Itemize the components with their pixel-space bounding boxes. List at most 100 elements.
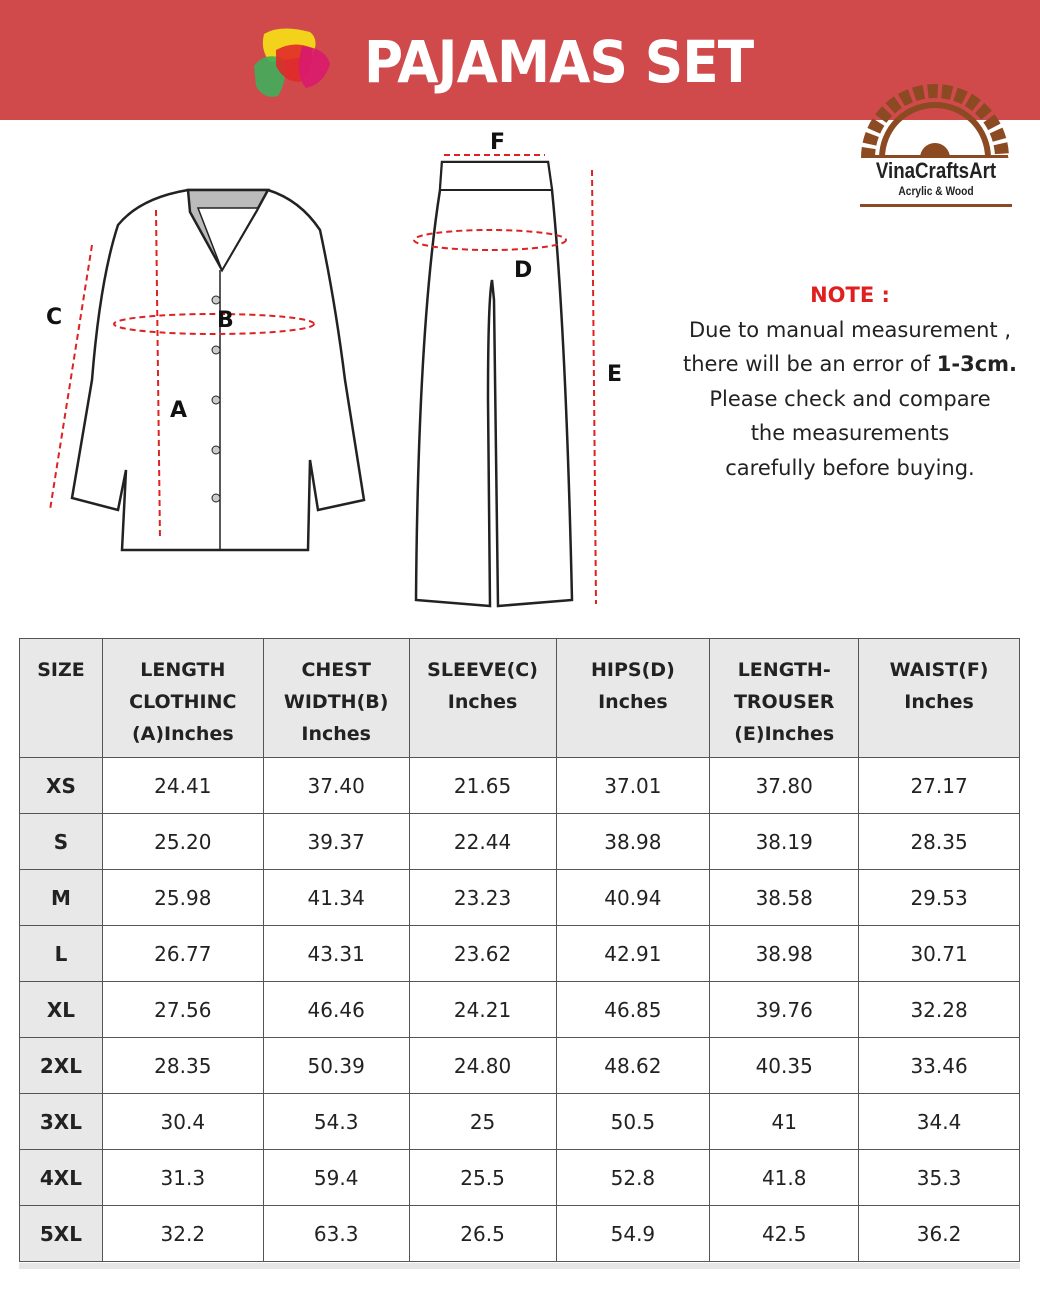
table-shadow [19,1263,1020,1269]
column-header: SLEEVE(C) Inches [408,638,557,758]
label-e: E [607,362,623,387]
garment-diagram [49,154,597,608]
measurement-cell: 33.46 [858,1037,1020,1094]
column-header: WAIST(F) Inches [858,638,1020,758]
table-row: 3XL 30.4 54.3 25 50.5 41 34.4 [19,1093,1020,1150]
measurement-cell: 37.80 [709,757,860,814]
measurement-cell: 50.39 [262,1037,410,1094]
column-header-line: SIZE [37,659,85,681]
measurement-cell: 30.71 [858,925,1020,982]
column-header-line: WAIST(F) [889,659,989,681]
measurement-cell: 43.31 [262,925,410,982]
measurement-cell: 26.5 [408,1205,557,1262]
measurement-cell: 37.01 [555,757,711,814]
column-header: HIPS(D) Inches [555,638,711,758]
measurement-cell: 46.85 [555,981,711,1038]
size-cell: M [19,869,103,926]
header-banner [0,0,1040,120]
brand-underline [860,204,1012,207]
measurement-cell: 46.46 [262,981,410,1038]
measurement-cell: 25 [408,1093,557,1150]
measurement-cell: 42.91 [555,925,711,982]
note-line: there will be an error of 1-3cm. [680,347,1020,382]
measurement-cell: 39.76 [709,981,860,1038]
table-row: S 25.20 39.37 22.44 38.98 38.19 28.35 [19,813,1020,870]
measurement-cell: 40.35 [709,1037,860,1094]
note-text: there will be an error of [682,352,937,377]
measurement-cell: 22.44 [408,813,557,870]
measurement-cell: 24.21 [408,981,557,1038]
column-header: SIZE [19,638,103,758]
measurement-cell: 26.77 [101,925,264,982]
note-error-range: 1-3cm. [936,352,1018,377]
size-cell: S [19,813,103,870]
size-cell: 3XL [19,1093,103,1150]
size-cell: L [19,925,103,982]
size-table: SIZE LENGTH CLOTHINC (A)Inches CHEST WIDTH(B)… [19,638,1020,1262]
measurement-cell: 54.9 [555,1205,711,1262]
column-header-line: HIPS(D) [591,659,675,681]
note-line: Due to manual measurement , [688,317,1011,342]
measurement-cell: 48.62 [555,1037,711,1094]
label-d: D [514,258,533,283]
brand-tagline: Acrylic & Wood [898,184,974,198]
pants-drawing [414,160,574,608]
table-row: 4XL 31.3 59.4 25.5 52.8 41.8 35.3 [19,1149,1020,1206]
note-line: the measurements [750,421,950,446]
label-a: A [170,398,188,423]
measurement-cell: 28.35 [858,813,1020,870]
table-row: M 25.98 41.34 23.23 40.94 38.58 29.53 [19,869,1020,926]
table-row: XL 27.56 46.46 24.21 46.85 39.76 32.28 [19,981,1020,1038]
column-header-line: Inches [301,723,371,745]
note-title: NOTE : [810,283,890,307]
label-f: F [490,130,506,155]
measurement-cell: 59.4 [262,1149,410,1206]
measurement-cell: 38.58 [709,869,860,926]
measurement-cell: 25.98 [101,869,264,926]
measurement-cell: 52.8 [555,1149,711,1206]
measurement-cell: 27.56 [101,981,264,1038]
measurement-cell: 54.3 [262,1093,410,1150]
table-header-row: SIZE LENGTH CLOTHINC (A)Inches CHEST WIDTH(B)… [19,638,1020,758]
measurement-cell: 30.4 [101,1093,264,1150]
measurement-cell: 50.5 [555,1093,711,1150]
measurement-cell: 41.8 [709,1149,860,1206]
measurement-cell: 29.53 [858,869,1020,926]
measurement-cell: 25.20 [101,813,264,870]
measurement-cell: 41.34 [262,869,410,926]
column-header: LENGTH CLOTHINC (A)Inches [101,638,264,758]
measurement-cell: 25.5 [408,1149,557,1206]
size-cell: XL [19,981,103,1038]
label-c: C [46,305,63,330]
column-header-line: (A)Inches [131,723,234,745]
measurement-cell: 36.2 [858,1205,1020,1262]
measurement-cell: 23.23 [408,869,557,926]
measurement-cell: 23.62 [408,925,557,982]
measurement-cell: 40.94 [555,869,711,926]
column-header-line: (E)Inches [734,723,835,745]
measurement-cell: 24.80 [408,1037,557,1094]
note-line: carefully before buying. [725,455,975,480]
column-header-line: Inches [598,691,668,713]
measurement-cell: 63.3 [262,1205,410,1262]
measurement-cell: 42.5 [709,1205,860,1262]
column-header-line: CLOTHINC [129,691,237,713]
measurement-cell: 41 [709,1093,860,1150]
page-title: PAJAMAS SET [364,28,754,96]
measurement-cell: 28.35 [101,1037,264,1094]
measurement-cell: 32.28 [858,981,1020,1038]
table-row: 2XL 28.35 50.39 24.80 48.62 40.35 33.46 [19,1037,1020,1094]
table-row: XS 24.41 37.40 21.65 37.01 37.80 27.17 [19,757,1020,814]
note-line: Please check and compare [709,386,991,411]
measurement-cell: 24.41 [101,757,264,814]
measurement-cell: 38.98 [709,925,860,982]
measurement-cell: 32.2 [101,1205,264,1262]
measurement-cell: 35.3 [858,1149,1020,1206]
column-header-line: CHEST [301,659,371,681]
measurement-cell: 34.4 [858,1093,1020,1150]
measurement-cell: 39.37 [262,813,410,870]
color-petals-logo [254,28,330,97]
size-cell: 5XL [19,1205,103,1262]
table-row: 5XL 32.2 63.3 26.5 54.9 42.5 36.2 [19,1205,1020,1262]
measurement-cell: 27.17 [858,757,1020,814]
